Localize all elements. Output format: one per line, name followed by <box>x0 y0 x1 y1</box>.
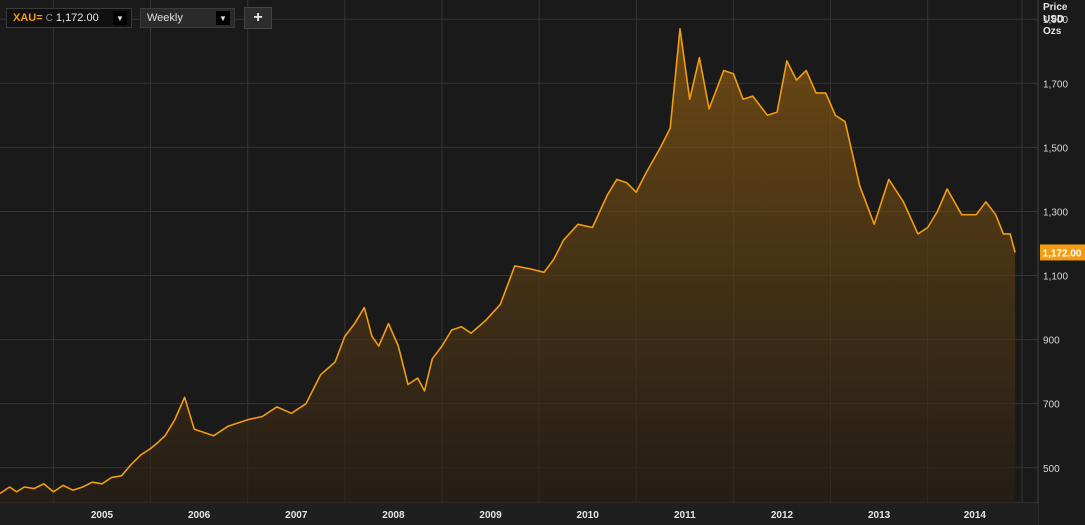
period-label: Weekly <box>147 12 183 24</box>
y-tick-label: 500 <box>1043 464 1060 475</box>
x-tick-label: 2007 <box>285 510 308 521</box>
y-tick-label: 700 <box>1043 400 1060 411</box>
x-tick-label: 2013 <box>868 510 891 521</box>
last-price-label: 1,172.00 <box>1043 248 1082 259</box>
x-tick-label: 2010 <box>577 510 600 521</box>
x-axis: 2005 2006 2007 2008 2009 2010 2011 2012 2013 2014 <box>0 503 1038 525</box>
plus-icon: + <box>253 9 263 26</box>
period-selector[interactable]: Weekly ▼ <box>140 8 235 28</box>
y-axis: 500 700 900 1,100 1,300 1,500 1,700 1,900 <box>1043 15 1068 475</box>
x-tick-label: 2008 <box>382 510 405 521</box>
price-line <box>0 28 1016 495</box>
chevron-down-icon[interactable]: ▼ <box>113 11 127 25</box>
x-tick-label: 2009 <box>479 510 502 521</box>
chevron-down-icon[interactable]: ▼ <box>216 11 230 25</box>
y-axis-title: Price USD Ozs <box>1043 2 1067 38</box>
y-tick-label: 1,500 <box>1043 143 1068 154</box>
symbol-selector[interactable]: XAU= C 1,172.00 ▼ <box>6 8 132 28</box>
y-tick-label: 900 <box>1043 336 1060 347</box>
last-price-marker: 1,172.00 <box>1040 244 1085 261</box>
y-tick-label: 1,300 <box>1043 207 1068 218</box>
x-tick-label: 2011 <box>674 510 696 521</box>
y-axis-title-line-1: Price <box>1043 2 1068 13</box>
x-tick-label: 2006 <box>188 510 211 521</box>
y-axis-title-line-2: USD <box>1043 14 1065 25</box>
y-tick-label: 1,700 <box>1043 79 1068 90</box>
y-tick-label: 1,100 <box>1043 272 1068 283</box>
symbol-code: XAU= <box>13 12 43 24</box>
close-value: 1,172.00 <box>55 12 99 24</box>
close-prefix: C <box>45 12 53 24</box>
price-area-fill <box>0 28 1016 504</box>
last-price-badge <box>1040 244 1085 261</box>
y-axis-title-line-3: Ozs <box>1043 26 1062 37</box>
chart-toolbar: XAU= C 1,172.00 ▼ Weekly ▼ + <box>6 7 272 30</box>
add-button[interactable]: + <box>244 7 272 29</box>
x-tick-label: 2014 <box>964 510 987 521</box>
x-tick-label: 2005 <box>91 510 114 521</box>
y-tick-label: 1,900 <box>1043 15 1068 26</box>
x-axis-band <box>0 503 1038 525</box>
x-tick-label: 2012 <box>771 510 794 521</box>
